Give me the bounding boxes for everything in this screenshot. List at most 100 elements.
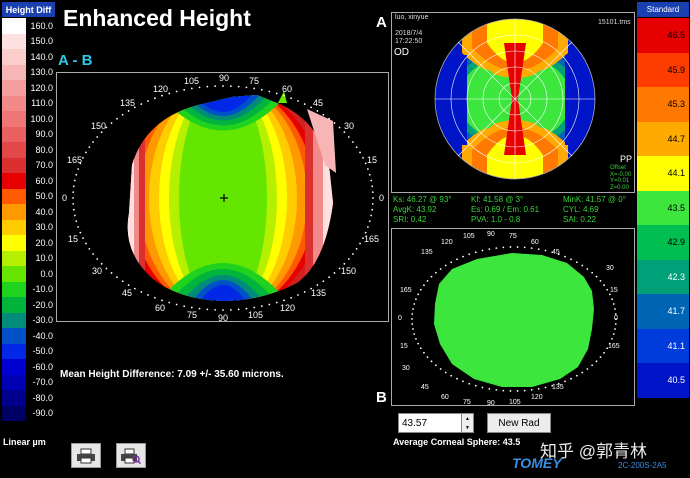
scale-level-label: -40.0 bbox=[32, 330, 53, 341]
degree-dot bbox=[575, 374, 578, 377]
scale-level-label: -90.0 bbox=[32, 408, 53, 419]
degree-dot bbox=[147, 294, 149, 296]
scale-level: 80.0 bbox=[2, 142, 55, 158]
map-a-indices: Ks: 46.27 @ 93° Kf: 41.58 @ 3° MinK: 41.… bbox=[393, 195, 637, 225]
degree-dot bbox=[316, 110, 319, 112]
mean-height-difference: Mean Height Difference: 7.09 +/- 35.60 m… bbox=[60, 369, 284, 380]
radius-spinner[interactable]: ▲ ▼ bbox=[461, 414, 473, 432]
degree-dot bbox=[444, 371, 447, 374]
degree-dot bbox=[214, 85, 217, 88]
degree-dot bbox=[290, 296, 292, 299]
new-rad-button[interactable]: New Rad bbox=[487, 413, 551, 433]
degree-dot bbox=[595, 360, 598, 363]
spin-up-icon[interactable]: ▲ bbox=[465, 415, 470, 422]
map-axis-label: 45 bbox=[552, 249, 560, 256]
average-corneal-sphere: Average Corneal Sphere: 43.5 bbox=[393, 437, 521, 447]
spin-down-icon[interactable]: ▼ bbox=[465, 424, 470, 431]
map-axis-label: 60 bbox=[282, 84, 293, 94]
tms-id: 15101.tms bbox=[598, 19, 631, 26]
scale-level-label: 42.9 bbox=[667, 237, 685, 247]
map-a bbox=[434, 18, 596, 180]
scale-swatch bbox=[2, 219, 26, 235]
scale-level: 100.0 bbox=[2, 111, 55, 127]
printer-icon bbox=[77, 448, 95, 463]
degree-dot bbox=[110, 272, 113, 274]
degree-dot bbox=[253, 306, 256, 309]
map-axis-label: 15 bbox=[68, 234, 79, 244]
degree-dot bbox=[175, 303, 178, 306]
map-axis-label: 45 bbox=[122, 288, 133, 298]
degree-dot bbox=[419, 288, 422, 291]
degree-dot bbox=[154, 97, 156, 100]
degree-dot bbox=[355, 146, 358, 149]
scale-level: -40.0 bbox=[2, 328, 55, 344]
scale-level: 44.7 bbox=[637, 121, 689, 156]
map-axis-label: 165 bbox=[608, 343, 620, 350]
scale-level-label: 10.0 bbox=[35, 253, 53, 264]
degree-dot bbox=[581, 371, 584, 374]
degree-dot bbox=[283, 94, 285, 97]
degree-dot bbox=[450, 374, 453, 377]
degree-dot bbox=[509, 246, 512, 248]
degree-dot bbox=[72, 197, 74, 199]
kf-value: Kf: 41.58 @ 3° bbox=[471, 195, 524, 204]
scale-level-label: -50.0 bbox=[32, 346, 53, 357]
degree-dot bbox=[72, 191, 75, 194]
map-b-panel[interactable] bbox=[391, 228, 635, 406]
degree-dot bbox=[333, 122, 336, 124]
degree-dot bbox=[614, 328, 616, 330]
difference-map-panel[interactable] bbox=[56, 72, 389, 322]
degree-dot bbox=[359, 151, 361, 154]
degree-dot bbox=[222, 85, 224, 87]
map-a-panel[interactable] bbox=[391, 12, 635, 193]
degree-dot bbox=[371, 208, 374, 211]
degree-dot bbox=[591, 364, 594, 367]
degree-dot bbox=[516, 390, 519, 392]
degree-dot bbox=[88, 247, 91, 250]
degree-dot bbox=[462, 380, 464, 383]
map-axis-label: 60 bbox=[441, 394, 449, 401]
degree-dot bbox=[133, 106, 136, 109]
scale-level-label: -70.0 bbox=[32, 377, 53, 388]
radius-input[interactable]: 43.57 ▲ ▼ bbox=[398, 413, 474, 433]
scale-swatch bbox=[2, 49, 26, 65]
scale-level: 44.1 bbox=[637, 156, 689, 191]
scale-level-label: -10.0 bbox=[32, 284, 53, 295]
map-axis-label: 30 bbox=[92, 266, 103, 276]
scale-level: 120.0 bbox=[2, 80, 55, 96]
scale-swatch bbox=[2, 157, 26, 173]
degree-dot bbox=[303, 291, 306, 293]
exam-datetime: 2018/7/4 17:22:50 bbox=[395, 30, 423, 45]
print-button[interactable] bbox=[71, 443, 101, 468]
map-axis-label: 135 bbox=[311, 288, 327, 298]
degree-dot bbox=[430, 275, 433, 278]
degree-dot bbox=[523, 389, 526, 392]
degree-dot bbox=[82, 237, 84, 240]
degree-dot bbox=[423, 284, 425, 287]
degree-dot bbox=[551, 384, 554, 387]
degree-dot bbox=[222, 309, 224, 311]
map-axis-label: 165 bbox=[400, 287, 412, 294]
degree-dot bbox=[412, 328, 414, 330]
scale-swatch bbox=[2, 374, 26, 390]
scale-level: 30.0 bbox=[2, 219, 55, 235]
print-preview-icon bbox=[121, 448, 141, 464]
print-preview-button[interactable] bbox=[116, 443, 146, 468]
scale-level: 70.0 bbox=[2, 157, 55, 173]
sri-value: SRI: 0.42 bbox=[393, 215, 427, 224]
degree-dot bbox=[75, 220, 78, 223]
scale-level: 0.0 bbox=[2, 266, 55, 282]
scale-level-label: 90.0 bbox=[35, 129, 53, 140]
map-a-label: A bbox=[376, 14, 387, 31]
degree-dot bbox=[127, 110, 130, 112]
map-b-label: B bbox=[376, 389, 387, 406]
scale-level: 130.0 bbox=[2, 64, 55, 80]
degree-dot bbox=[190, 306, 193, 309]
degree-dot bbox=[603, 351, 605, 354]
degree-dot bbox=[599, 279, 602, 282]
degree-dot bbox=[481, 386, 484, 389]
degree-dot bbox=[73, 179, 76, 182]
degree-dot bbox=[121, 280, 124, 283]
map-axis-label: 135 bbox=[120, 98, 136, 108]
scale-level: 42.9 bbox=[637, 225, 689, 260]
